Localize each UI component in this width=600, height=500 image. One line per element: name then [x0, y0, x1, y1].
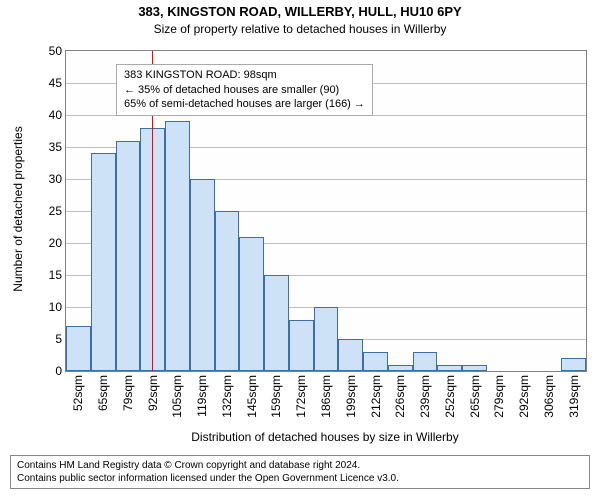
x-tick-label: 186sqm	[319, 375, 333, 418]
x-tick-label: 145sqm	[245, 375, 259, 418]
x-tick-label: 79sqm	[121, 375, 135, 411]
y-axis-label: Number of detached properties	[11, 49, 25, 369]
x-tick-label: 159sqm	[269, 375, 283, 418]
x-tick-label: 172sqm	[294, 375, 308, 418]
y-tick-label: 40	[49, 108, 62, 122]
x-tick-label: 226sqm	[393, 375, 407, 418]
annotation-box: 383 KINGSTON ROAD: 98sqm← 35% of detache…	[116, 64, 373, 117]
x-tick-label: 52sqm	[71, 375, 85, 411]
x-tick-label: 199sqm	[344, 375, 358, 418]
attribution-box: Contains HM Land Registry data © Crown c…	[10, 455, 590, 489]
histogram-bar	[462, 365, 487, 371]
histogram-bar	[165, 121, 190, 371]
x-tick-label: 306sqm	[542, 375, 556, 418]
x-tick-label: 319sqm	[567, 375, 581, 418]
x-tick-label: 239sqm	[418, 375, 432, 418]
x-tick-label: 252sqm	[443, 375, 457, 418]
histogram-bar	[190, 179, 215, 371]
y-tick-label: 35	[49, 140, 62, 154]
annotation-line: 65% of semi-detached houses are larger (…	[124, 97, 365, 112]
histogram-bar	[388, 365, 413, 371]
y-tick-label: 50	[49, 44, 62, 58]
page-title: 383, KINGSTON ROAD, WILLERBY, HULL, HU10…	[0, 4, 600, 19]
histogram-bar	[116, 141, 141, 371]
y-tick-label: 5	[55, 332, 62, 346]
y-tick-label: 10	[49, 300, 62, 314]
y-tick-label: 45	[49, 76, 62, 90]
histogram-bar	[289, 320, 314, 371]
y-tick-label: 30	[49, 172, 62, 186]
histogram-bar	[338, 339, 363, 371]
x-tick-label: 92sqm	[146, 375, 160, 411]
annotation-line: ← 35% of detached houses are smaller (90…	[124, 83, 365, 98]
histogram-bar	[264, 275, 289, 371]
x-tick-label: 132sqm	[220, 375, 234, 418]
x-axis-label: Distribution of detached houses by size …	[65, 430, 585, 444]
histogram-bar	[561, 358, 586, 371]
histogram-bar	[215, 211, 240, 371]
y-tick-label: 15	[49, 268, 62, 282]
histogram-bar	[363, 352, 388, 371]
page-subtitle: Size of property relative to detached ho…	[0, 22, 600, 36]
histogram-bar	[314, 307, 339, 371]
histogram-bar	[413, 352, 438, 371]
y-tick-label: 0	[55, 364, 62, 378]
x-tick-label: 212sqm	[369, 375, 383, 418]
histogram-bar	[239, 237, 264, 371]
histogram-bar	[437, 365, 462, 371]
histogram-bar	[91, 153, 116, 371]
attribution-line: Contains public sector information licen…	[17, 472, 583, 485]
attribution-line: Contains HM Land Registry data © Crown c…	[17, 459, 583, 472]
x-tick-label: 105sqm	[170, 375, 184, 418]
plot-area: 0510152025303540455052sqm65sqm79sqm92sqm…	[65, 50, 587, 372]
y-tick-label: 20	[49, 236, 62, 250]
x-tick-label: 279sqm	[492, 375, 506, 418]
histogram-bar	[66, 326, 91, 371]
x-tick-label: 65sqm	[96, 375, 110, 411]
x-tick-label: 119sqm	[195, 375, 209, 417]
y-tick-label: 25	[49, 204, 62, 218]
annotation-line: 383 KINGSTON ROAD: 98sqm	[124, 68, 365, 83]
x-tick-label: 265sqm	[468, 375, 482, 418]
x-tick-label: 292sqm	[517, 375, 531, 418]
